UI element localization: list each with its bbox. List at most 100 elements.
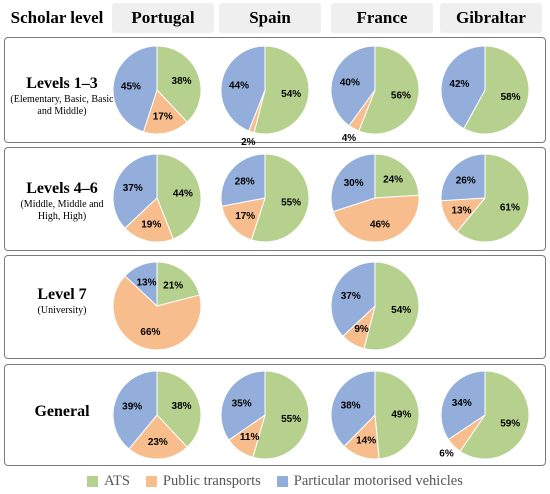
slice-ats — [252, 370, 310, 460]
slice-public-transports — [128, 414, 188, 460]
legend-swatch-public-transports — [145, 475, 157, 487]
data-label-particular-motorised-vehicles: 42% — [449, 79, 469, 90]
data-label-particular-motorised-vehicles: 30% — [344, 178, 364, 189]
slice-public-transports — [332, 194, 420, 243]
slice-particular-motorised-vehicles — [440, 153, 486, 202]
data-label-ats: 55% — [281, 198, 301, 209]
slice-particular-motorised-vehicles — [330, 261, 376, 337]
data-label-particular-motorised-vehicles: 26% — [456, 175, 476, 186]
header-gibraltar: Gibraltar — [440, 3, 542, 33]
slice-particular-motorised-vehicles — [330, 370, 376, 448]
row-title: Levels 1–3 — [26, 75, 98, 92]
legend-item-ats: ATS — [87, 473, 130, 490]
data-label-ats: 56% — [391, 90, 411, 101]
data-label-particular-motorised-vehicles: 34% — [452, 398, 472, 409]
legend-label-particular-motorised-vehicles: Particular motorised vehicles — [293, 472, 463, 489]
slice-particular-motorised-vehicles — [220, 370, 266, 441]
slice-public-transports — [221, 197, 266, 241]
slice-ats — [363, 261, 420, 351]
data-label-public-transports: 13% — [451, 205, 471, 216]
slice-ats — [156, 153, 202, 240]
data-label-ats: 38% — [172, 76, 192, 87]
pie-levels-1-3-france: 56% 4% 40% — [330, 45, 420, 144]
row-label-level-7: Level 7 (University) — [8, 286, 116, 317]
slice-public-transports — [112, 275, 202, 351]
header-scholar-level: Scholar level — [10, 8, 104, 27]
data-label-public-transports: 46% — [370, 219, 390, 230]
slice-particular-motorised-vehicles — [440, 370, 486, 441]
data-label-public-transports: 14% — [356, 435, 376, 446]
legend-label-public-transports: Public transports — [162, 472, 261, 489]
data-label-particular-motorised-vehicles: 35% — [232, 398, 252, 409]
slice-ats — [374, 370, 420, 460]
legend-swatch-particular-motorised-vehicles — [276, 475, 288, 487]
slice-ats — [456, 153, 530, 243]
slice-particular-motorised-vehicles — [112, 153, 158, 229]
slice-ats — [463, 45, 530, 135]
data-label-ats: 54% — [281, 89, 301, 100]
slice-ats — [156, 370, 202, 448]
legend: ATS Public transports Particular motoris… — [0, 471, 550, 491]
data-label-public-transports: 6% — [439, 448, 454, 459]
slice-ats — [156, 45, 202, 123]
legend-item-particular-motorised-vehicles: Particular motorised vehicles — [276, 472, 463, 490]
data-label-public-transports: 9% — [354, 324, 369, 335]
slice-particular-motorised-vehicles — [112, 45, 158, 133]
row-subtitle: (Middle, Middle and High, High) — [20, 199, 104, 222]
data-label-public-transports: 23% — [148, 437, 168, 448]
pie-general-spain: 55% 11% 35% — [220, 370, 310, 460]
slice-ats — [156, 261, 201, 307]
slice-ats — [459, 370, 530, 460]
data-label-particular-motorised-vehicles: 37% — [123, 183, 143, 194]
pie-levels-1-3-gibraltar: 58% 42% — [440, 45, 530, 135]
row-title: Levels 4–6 — [26, 180, 98, 197]
slice-public-transports — [142, 89, 188, 135]
pie-general-gibraltar: 59% 6% 34% — [439, 370, 530, 460]
pie-levels-4-6-portugal: 44% 19% 37% — [112, 153, 202, 243]
row-title: General — [34, 403, 90, 420]
slice-particular-motorised-vehicles — [124, 261, 158, 308]
pie-levels-4-6-spain: 55% 17% 28% — [220, 153, 310, 243]
group-level-7 — [4, 255, 546, 359]
data-label-ats: 24% — [383, 174, 403, 185]
data-label-public-transports: 17% — [153, 111, 173, 122]
row-label-levels-4-6: Levels 4–6 (Middle, Middle and High, Hig… — [8, 180, 116, 223]
pie-levels-4-6-france: 24% 46% 30% — [330, 153, 420, 243]
header-portugal: Portugal — [112, 3, 214, 33]
pie-general-france: 49% 14% 38% — [330, 370, 420, 460]
data-label-public-transports: 4% — [342, 133, 357, 144]
header-spain: Spain — [219, 3, 321, 33]
data-label-public-transports: 17% — [235, 211, 255, 222]
data-label-ats: 44% — [173, 189, 193, 200]
row-label-general: General — [8, 403, 116, 421]
data-label-public-transports: 66% — [140, 327, 160, 338]
data-label-ats: 59% — [500, 418, 520, 429]
data-label-ats: 54% — [391, 305, 411, 316]
pie-levels-1-3-spain: 54% 2% 44% — [220, 45, 310, 148]
pie-level-7-portugal: 21% 66% 13% — [112, 261, 202, 351]
legend-item-public-transports: Public transports — [145, 472, 261, 490]
legend-label-ats: ATS — [104, 472, 130, 489]
data-label-public-transports: 2% — [241, 137, 256, 148]
pie-levels-1-3-portugal: 38% 17% 45% — [112, 45, 202, 135]
header-france: France — [331, 3, 433, 33]
data-label-ats: 61% — [500, 202, 520, 213]
slice-particular-motorised-vehicles — [112, 370, 158, 450]
slice-ats — [250, 153, 310, 243]
slice-particular-motorised-vehicles — [330, 45, 376, 127]
row-subtitle: (University) — [37, 305, 87, 316]
data-label-public-transports: 19% — [141, 219, 161, 230]
slice-particular-motorised-vehicles — [440, 45, 486, 130]
slice-ats — [374, 153, 420, 199]
slice-ats — [358, 45, 420, 135]
data-label-particular-motorised-vehicles: 44% — [229, 81, 249, 92]
data-label-ats: 58% — [501, 92, 521, 103]
slice-particular-motorised-vehicles — [220, 153, 266, 207]
pie-levels-4-6-gibraltar: 61% 13% 26% — [440, 153, 530, 243]
data-label-particular-motorised-vehicles: 40% — [340, 77, 360, 88]
data-label-particular-motorised-vehicles: 45% — [121, 81, 141, 92]
row-subtitle: (Elementary, Basic, Basic and Middle) — [10, 94, 114, 117]
pie-level-7-france: 54% 9% 37% — [330, 261, 420, 351]
data-label-public-transports: 11% — [240, 432, 260, 443]
slice-public-transports — [124, 197, 174, 243]
